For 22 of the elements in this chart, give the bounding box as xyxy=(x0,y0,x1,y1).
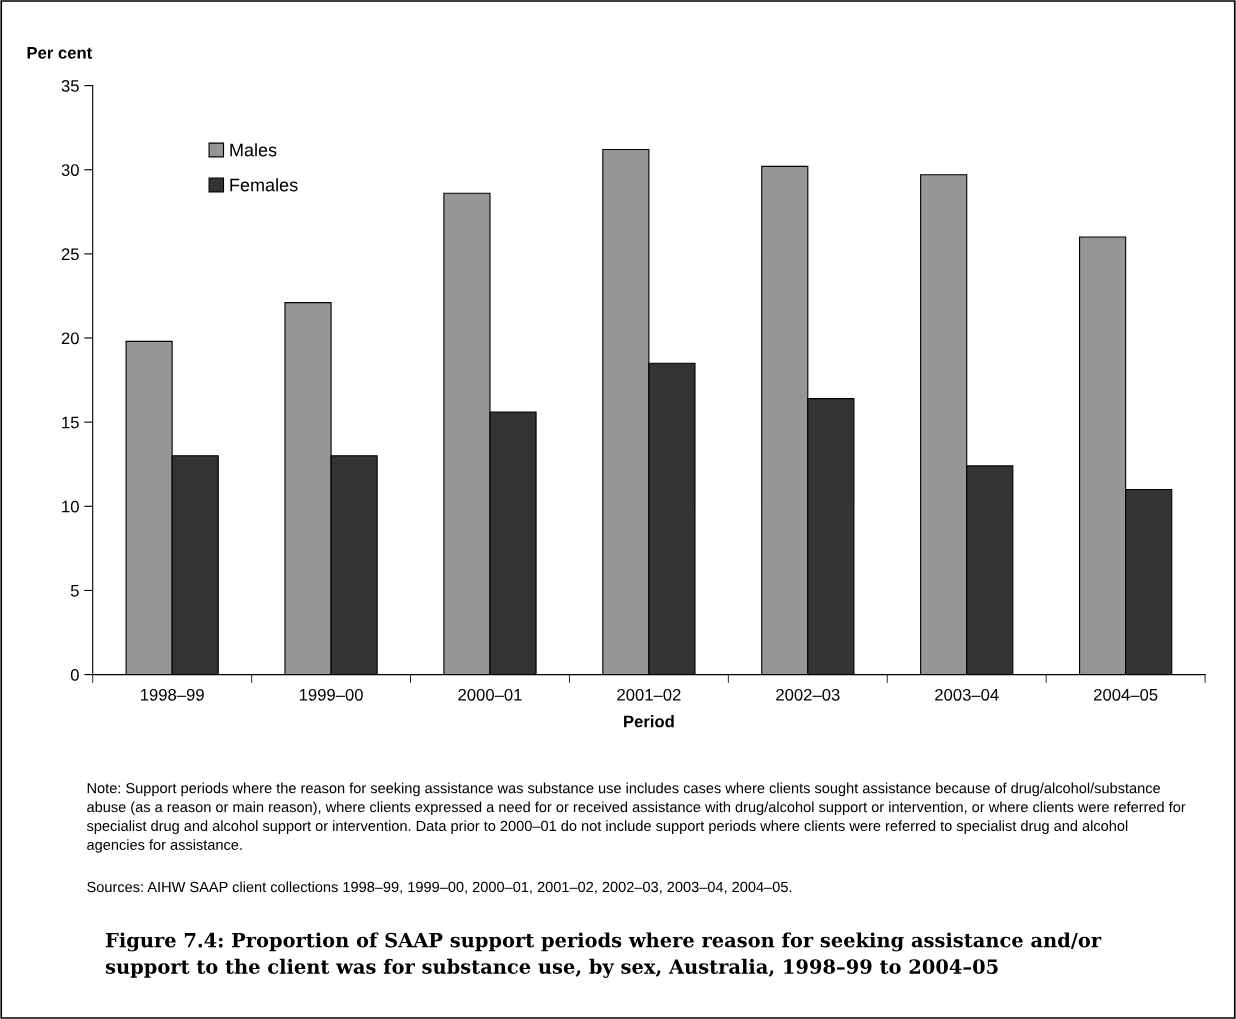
x-tick-label: 2002–03 xyxy=(776,688,840,701)
y-tick-label: 30 xyxy=(61,164,79,176)
y-axis-title: Per cent xyxy=(27,47,93,59)
x-tick-label: 2003–04 xyxy=(935,688,999,701)
y-tick-label: 20 xyxy=(61,332,79,345)
x-tick-label: 1999–00 xyxy=(299,688,363,701)
x-tick-label: 2004–05 xyxy=(1094,688,1158,701)
y-tick-label: 5 xyxy=(70,585,79,597)
y-tick-label: 35 xyxy=(61,80,79,92)
legend-label: Males xyxy=(230,143,277,157)
x-tick-label: 2000–01 xyxy=(458,688,522,701)
y-tick-label: 25 xyxy=(61,248,79,261)
text: Note: Support periods where the reason for seeking assistance was substance use includes cases where clients sought assistance because of drug/alcohol/substance abuse (as a reason or main reason), where clients expressed a need for or received assistance with drug/alcohol support or intervention, or where clients were referred for specialist drug and alcohol support or intervention. Data prior to 2000–01 do not include support periods where clients were referred to specialist drug and alcohol agencies for assistance. xyxy=(86,782,1186,853)
x-tick-label: 1998–99 xyxy=(140,688,204,701)
text: Figure 7.4: Proportion of SAAP support periods where reason for seeking assistance and/or support to the client was for substance use, by sex, Australia, 1998–99 to 2004–05 xyxy=(105,932,1102,978)
legend-label: Females xyxy=(230,178,298,192)
y-tick-label: 0 xyxy=(70,668,79,681)
y-tick-label: 10 xyxy=(62,500,79,513)
x-axis-title: Period xyxy=(624,715,674,728)
y-tick-label: 15 xyxy=(62,416,79,429)
source-note: Sources: AIHW SAAP client collections 1998–99, 1999–00, 2000–01, 2001–02, 2002–03, 2003–04, 2004–05. xyxy=(87,881,792,894)
x-tick-label: 2001–02 xyxy=(617,688,681,701)
